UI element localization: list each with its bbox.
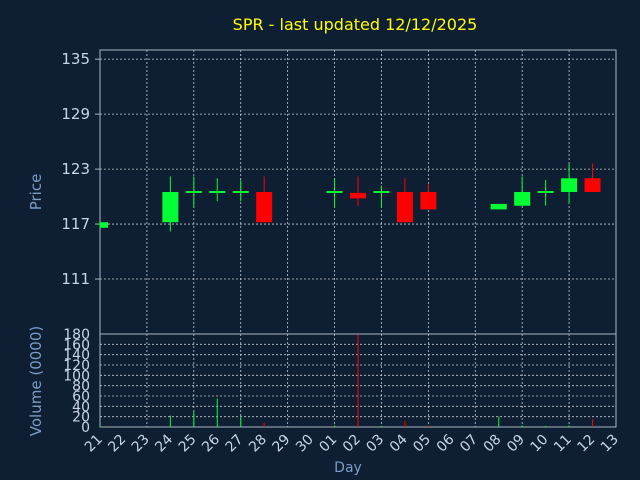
x-tick-label: 27 bbox=[223, 432, 247, 456]
x-tick-label: 12 bbox=[574, 432, 598, 456]
volume-tick-label: 160 bbox=[63, 337, 90, 353]
volume-tick-label: 100 bbox=[63, 368, 90, 384]
price-tick-label: 129 bbox=[61, 105, 90, 123]
x-tick-label: 10 bbox=[528, 432, 552, 456]
x-tick-label: 01 bbox=[316, 432, 340, 456]
candle-body bbox=[100, 222, 108, 228]
volume-axis-label: Volume (0000) bbox=[27, 326, 45, 436]
candle-body bbox=[420, 192, 437, 210]
price-tick-label: 135 bbox=[61, 50, 90, 68]
volume-tick-label: 0 bbox=[81, 420, 90, 436]
x-tick-label: 11 bbox=[551, 432, 575, 456]
chart-title: SPR - last updated 12/12/2025 bbox=[233, 15, 478, 34]
volume-tick-label: 180 bbox=[63, 327, 90, 343]
x-tick-label: 03 bbox=[363, 432, 387, 456]
x-tick-label: 02 bbox=[340, 432, 364, 456]
candle-body bbox=[396, 192, 413, 223]
volume-tick-label: 140 bbox=[63, 348, 90, 364]
volume-tick-label: 120 bbox=[63, 358, 90, 374]
candle-body bbox=[162, 192, 179, 223]
x-tick-label: 26 bbox=[199, 431, 223, 455]
x-tick-label: 23 bbox=[129, 432, 153, 456]
x-tick-label: 04 bbox=[387, 431, 411, 455]
volume-tick-label: 60 bbox=[72, 389, 90, 405]
x-tick-label: 05 bbox=[410, 432, 434, 456]
candle-body bbox=[584, 178, 601, 192]
x-tick-label: 22 bbox=[105, 432, 129, 456]
volume-tick-label: 80 bbox=[72, 379, 90, 395]
x-tick-label: 24 bbox=[152, 431, 176, 455]
x-tick-label: 29 bbox=[270, 432, 294, 456]
candle-body bbox=[561, 178, 578, 192]
candle-body bbox=[490, 203, 507, 210]
price-axis-label: Price bbox=[27, 174, 45, 211]
x-axis-label: Day bbox=[334, 460, 362, 476]
x-tick-label: 06 bbox=[434, 431, 458, 455]
x-tick-label: 28 bbox=[246, 432, 270, 456]
volume-tick-label: 40 bbox=[72, 399, 90, 415]
price-tick-label: 123 bbox=[61, 160, 90, 178]
candle-body bbox=[350, 192, 366, 199]
x-tick-label: 09 bbox=[504, 432, 528, 456]
price-tick-label: 111 bbox=[61, 270, 90, 288]
price-panel: 111 117 123 129 135 bbox=[61, 49, 617, 335]
x-tick-label: 13 bbox=[598, 432, 622, 456]
volume-tick-label: 20 bbox=[72, 410, 90, 426]
x-tick-label: 08 bbox=[481, 432, 505, 456]
x-tick-label: 07 bbox=[457, 432, 481, 456]
candle-body bbox=[514, 192, 531, 206]
x-tick-label: 30 bbox=[293, 432, 317, 456]
price-tick-label: 117 bbox=[61, 215, 90, 233]
candle-body bbox=[256, 192, 273, 223]
x-tick-label: 25 bbox=[176, 432, 200, 456]
